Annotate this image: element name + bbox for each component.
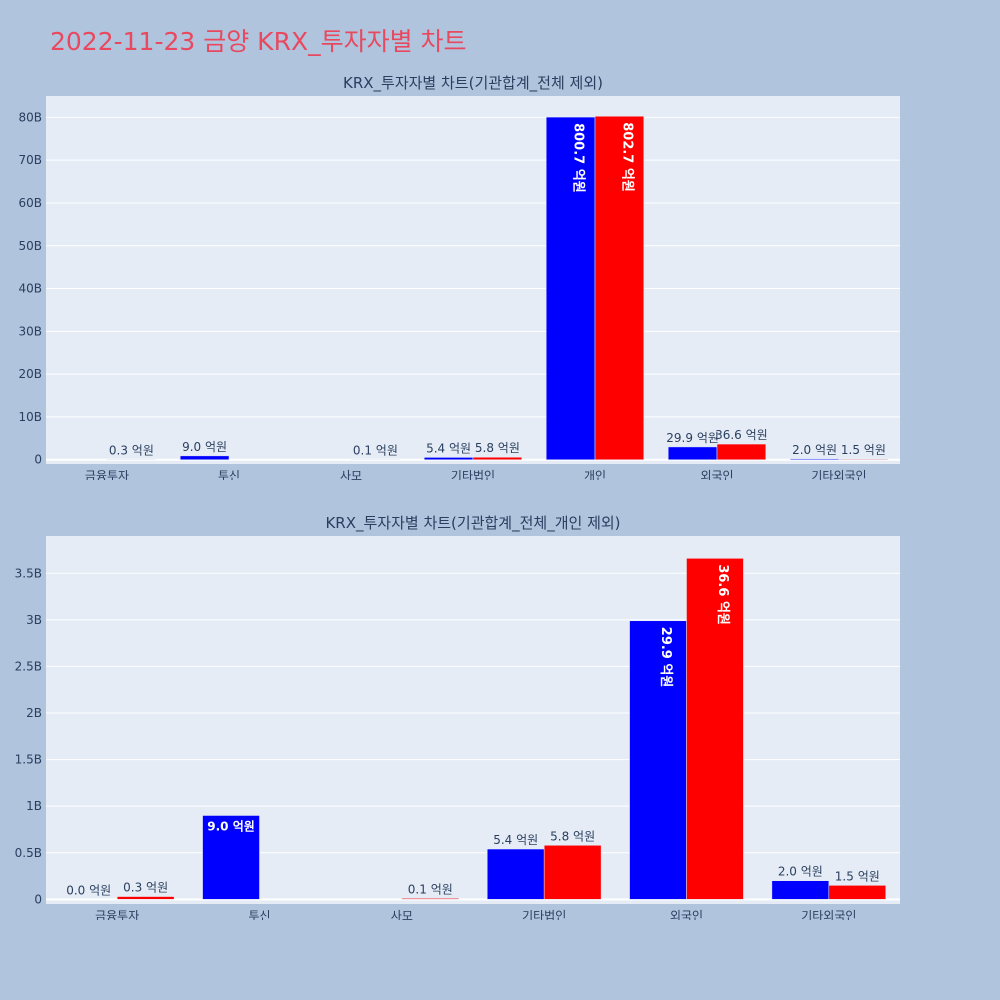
x-tick-label: 외국인 [700, 469, 733, 480]
y-tick-label: 0 [34, 453, 42, 467]
y-tick-label: 80B [18, 110, 42, 124]
y-tick-label: 30B [18, 324, 42, 338]
bar-value-label: 0.0 억원 [66, 883, 111, 897]
bar [629, 620, 687, 900]
bar [116, 896, 175, 900]
y-tick-label: 0 [34, 892, 42, 906]
page-title: 2022-11-23 금양 KRX_투자자별 차트 [50, 27, 467, 56]
y-tick-label: 1B [26, 799, 42, 813]
x-tick-label: 개인 [584, 469, 606, 480]
bar-value-label: 802.7 억원 [619, 122, 634, 192]
bar [771, 880, 830, 900]
chart-all-investors: 0 10B 20B 30B 40B 50B 60B 70B 80B KRX_투자자별 차트(기관합… [18, 74, 900, 480]
x-tick-label: 투신 [248, 909, 270, 920]
bar-value-label: 29.9 억원 [658, 627, 673, 688]
bar-value-label: 2.0 억원 [778, 865, 823, 879]
bar-value-label: 5.8 억원 [475, 441, 520, 455]
bar-value-label: 29.9 억원 [666, 431, 719, 445]
bar [838, 458, 889, 460]
bar [486, 848, 545, 900]
bar-value-label: 36.6 억원 [715, 428, 768, 442]
y-tick-label: 3B [26, 613, 42, 627]
bar-value-label: 2.0 억원 [792, 443, 837, 457]
bar [716, 443, 767, 460]
y-tick-label: 20B [18, 367, 42, 381]
bar [179, 455, 230, 460]
bar [543, 845, 602, 900]
bar [594, 115, 645, 460]
chart-title: KRX_투자자별 차트(기관합계_전체 제외) [343, 74, 603, 93]
bar-value-label: 0.1 억원 [353, 444, 398, 458]
bar [472, 456, 523, 460]
x-tick-label: 기타외국인 [801, 909, 856, 920]
bar-value-label: 1.5 억원 [841, 443, 886, 457]
x-tick-label: 사모 [340, 469, 362, 480]
bar-value-label: 5.8 억원 [550, 829, 595, 843]
bar [667, 446, 718, 460]
bar [789, 458, 840, 460]
x-tick-label: 기타법인 [522, 909, 566, 920]
x-tick-label: 금융투자 [85, 469, 129, 480]
plot-area [46, 536, 900, 904]
bar [686, 558, 744, 900]
x-tick-label: 투신 [218, 469, 240, 480]
bar-value-label: 800.7 억원 [571, 123, 586, 193]
y-tick-label: 0.5B [15, 846, 42, 860]
bar [423, 457, 474, 460]
y-tick-label: 10B [18, 410, 42, 424]
bar-value-label: 36.6 억원 [715, 564, 730, 625]
bar-value-label: 5.4 억원 [493, 833, 538, 847]
bar-value-label: 9.0 억원 [207, 819, 255, 833]
x-tick-label: 외국인 [670, 909, 703, 920]
y-tick-label: 60B [18, 196, 42, 210]
bar-value-label: 1.5 억원 [835, 869, 880, 883]
y-tick-label: 1.5B [15, 753, 42, 767]
y-tick-label: 2.5B [15, 659, 42, 673]
chart-excluding-individuals: 0 0.5B 1B 1.5B 2B 2.5B 3B 3.5B KRX_투자자별 차트(기관합계_… [15, 514, 900, 920]
y-tick-label: 3.5B [15, 566, 42, 580]
x-tick-label: 기타외국인 [811, 469, 866, 480]
y-tick-label: 2B [26, 706, 42, 720]
plot-area [46, 96, 900, 464]
bar [202, 815, 260, 900]
y-tick-label: 40B [18, 282, 42, 296]
chart-title: KRX_투자자별 차트(기관합계_전체_개인 제외) [325, 514, 620, 533]
bar-value-label: 9.0 억원 [182, 440, 227, 454]
bar-value-label: 0.3 억원 [109, 444, 154, 458]
x-tick-label: 기타법인 [451, 469, 495, 480]
y-tick-label: 70B [18, 153, 42, 167]
y-tick-label: 50B [18, 239, 42, 253]
bar-value-label: 0.3 억원 [123, 881, 168, 895]
bar [828, 885, 887, 900]
bar [401, 898, 460, 900]
bar-value-label: 5.4 억원 [426, 441, 471, 455]
x-tick-label: 금융투자 [95, 909, 139, 920]
bar-value-label: 0.1 억원 [408, 882, 453, 896]
x-tick-label: 사모 [391, 909, 413, 920]
